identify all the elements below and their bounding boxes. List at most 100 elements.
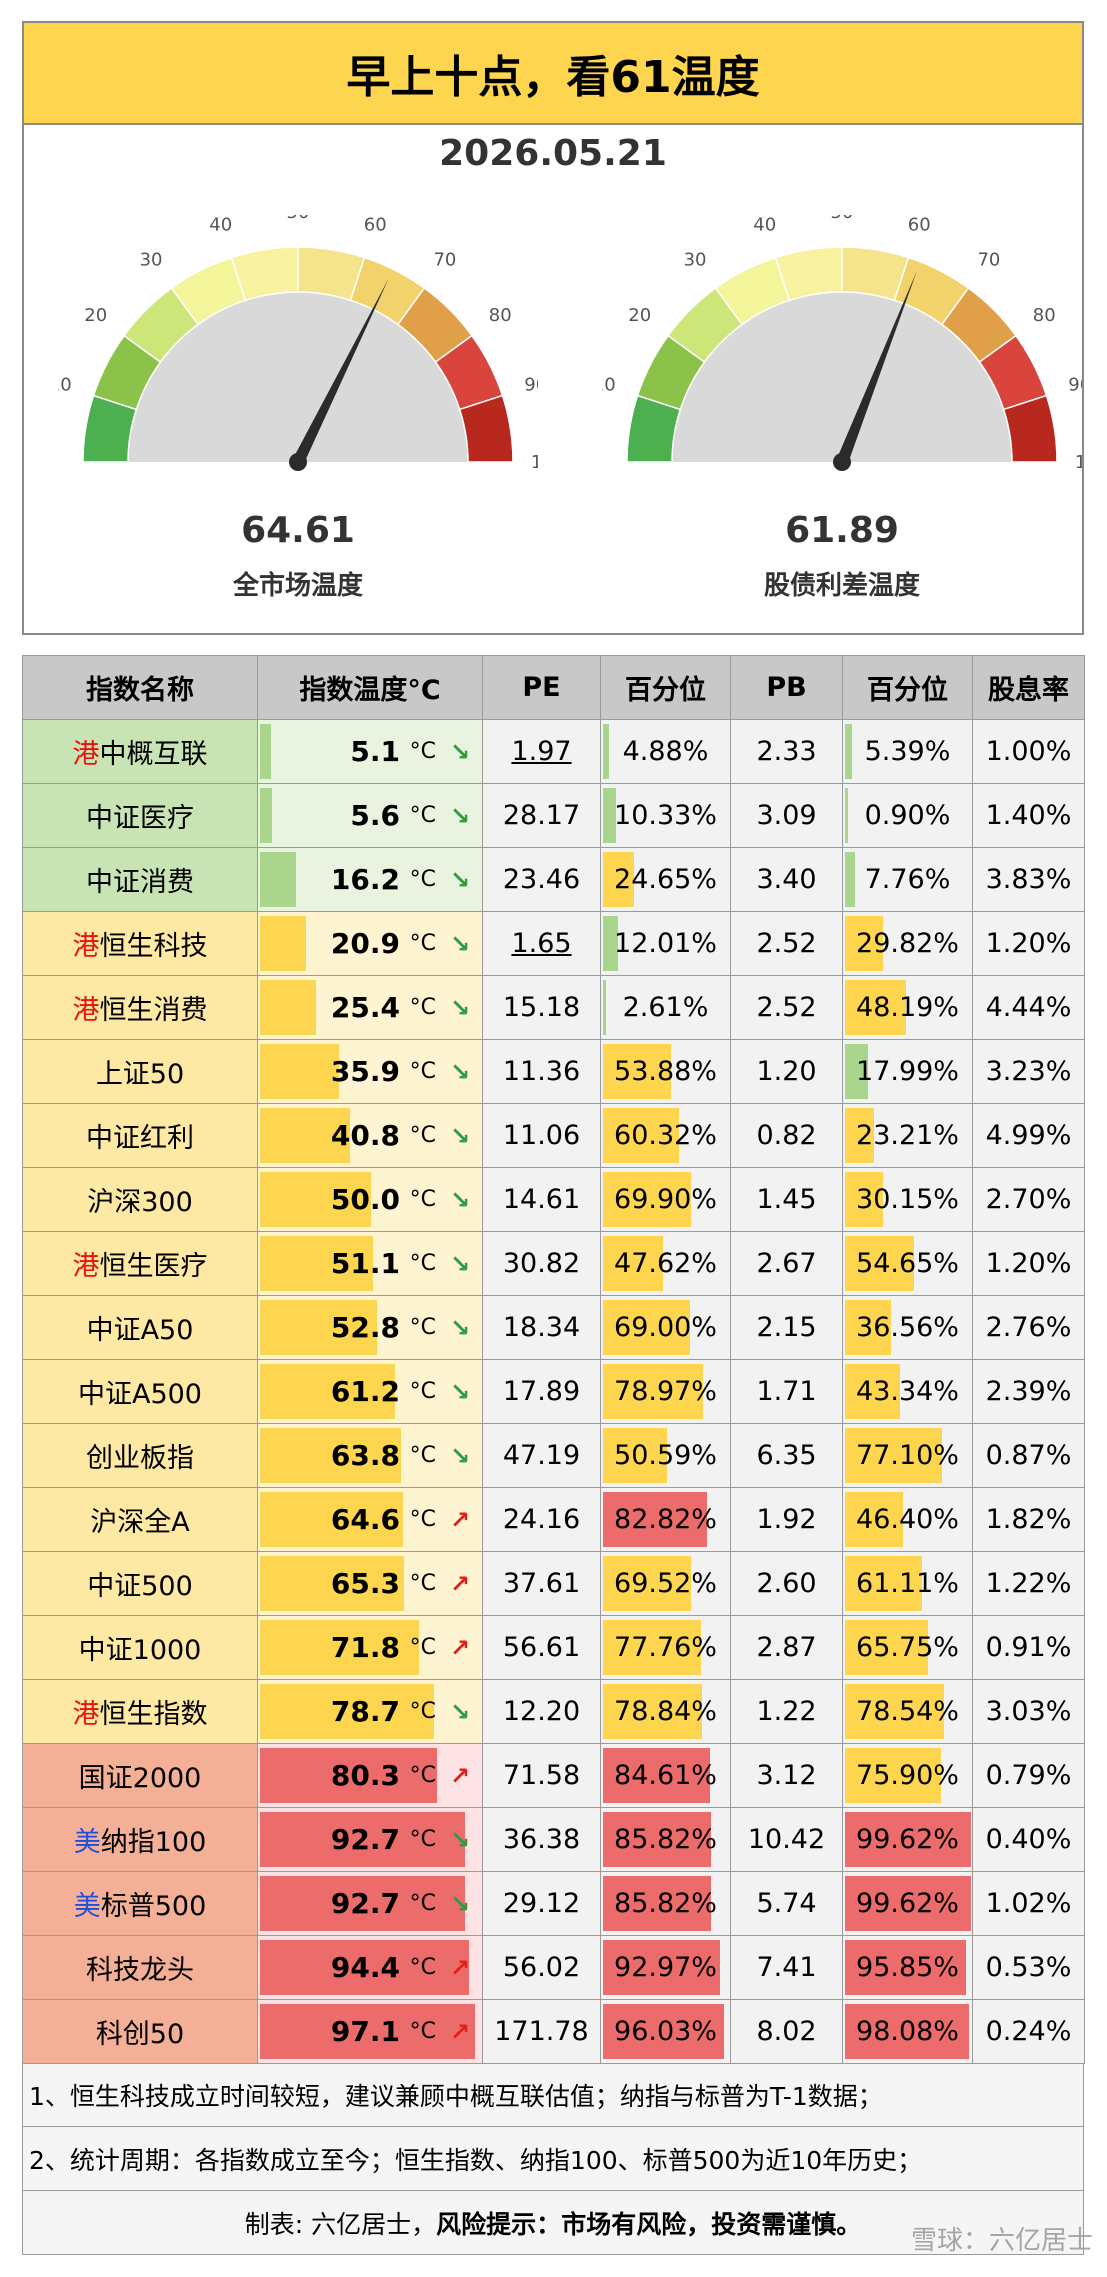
- pb-value: 0.82: [756, 1120, 817, 1151]
- trend-down-icon: ↘: [449, 1441, 470, 1470]
- pb-percentile-value: 0.90%: [864, 800, 951, 831]
- cell-pb: 2.52: [730, 975, 843, 1040]
- notes-section: 1、恒生科技成立时间较短，建议兼顾中概互联估值；纳指与标普为T-1数据； 2、统…: [22, 2063, 1084, 2255]
- trend-down-icon: ↘: [449, 929, 470, 958]
- cell-pb-percentile: 5.39%: [842, 719, 973, 784]
- pb-percentile-bar: [845, 1812, 971, 1867]
- pb-value: 1.20: [756, 1056, 817, 1087]
- market-prefix: 港: [72, 1699, 100, 1730]
- pe-percentile-bar: [603, 1940, 721, 1995]
- dividend-yield-value: 1.22%: [985, 1568, 1072, 1599]
- pb-percentile-bar: [845, 916, 883, 971]
- dividend-yield-value: 0.40%: [985, 1824, 1072, 1855]
- temperature-unit: °C: [409, 1699, 436, 1724]
- temperature-bar: [260, 916, 307, 971]
- cell-pb-percentile: 54.65%: [842, 1231, 973, 1296]
- dividend-yield-value: 0.91%: [985, 1632, 1072, 1663]
- pb-percentile-value: 5.39%: [864, 736, 951, 767]
- cell-pe-percentile: 69.52%: [600, 1551, 731, 1616]
- temperature-bar: [260, 1940, 469, 1995]
- cell-pb-percentile: 30.15%: [842, 1167, 973, 1232]
- dividend-yield-value: 3.03%: [985, 1696, 1072, 1727]
- pe-percentile-value: 77.76%: [614, 1632, 717, 1663]
- pb-value: 7.41: [756, 1952, 817, 1983]
- gauge-segment: [458, 394, 514, 463]
- cell-pe-percentile: 96.03%: [600, 1999, 731, 2064]
- table-row: 港恒生指数 78.7 °C ↘ 12.20 78.84% 1.22 78.54% 3.03%: [22, 1679, 1085, 1744]
- temperature-value: 65.3: [330, 1567, 400, 1600]
- temperature-unit: °C: [409, 1379, 436, 1404]
- index-name: 标普500: [100, 1891, 207, 1922]
- header-pb: PB: [730, 655, 843, 720]
- trend-up-icon: ↗: [449, 2017, 470, 2046]
- trend-down-icon: ↘: [449, 1121, 470, 1150]
- dividend-yield-value: 1.00%: [985, 736, 1072, 767]
- cell-pb: 3.40: [730, 847, 843, 912]
- cell-temperature: 5.1 °C ↘: [257, 719, 483, 784]
- cell-pe: 56.02: [482, 1935, 601, 2000]
- gauge-tick-label: 100: [531, 452, 538, 473]
- dividend-yield-value: 1.40%: [985, 800, 1072, 831]
- temperature-bar: [260, 2004, 475, 2059]
- header-dividend-yield: 股息率: [972, 655, 1085, 720]
- pe-percentile-value: 10.33%: [614, 800, 717, 831]
- pb-value: 3.40: [756, 864, 817, 895]
- pb-percentile-value: 7.76%: [864, 864, 951, 895]
- pb-value: 8.02: [756, 2016, 817, 2047]
- pb-value: 2.15: [756, 1312, 817, 1343]
- cell-dividend-yield: 0.40%: [972, 1807, 1085, 1872]
- pb-value: 3.12: [756, 1760, 817, 1791]
- pe-value: 29.12: [502, 1888, 581, 1919]
- cell-pb-percentile: 65.75%: [842, 1615, 973, 1680]
- header-pb-percentile: 百分位: [842, 655, 973, 720]
- gauge-needle-hub: [289, 453, 307, 471]
- header-pe: PE: [482, 655, 601, 720]
- cell-pe: 12.20: [482, 1679, 601, 1744]
- pe-percentile-value: 24.65%: [614, 864, 717, 895]
- cell-pe: 71.58: [482, 1743, 601, 1808]
- temperature-unit: °C: [409, 1763, 436, 1788]
- cell-pe: 1.65: [482, 911, 601, 976]
- footer-author: 制表: 六亿居士，: [244, 2209, 437, 2239]
- gauge-panel: 2026.05.21 0102030405060708090100 64.61 …: [22, 125, 1084, 635]
- pe-value: 24.16: [502, 1504, 581, 1535]
- table-row: 中证医疗 5.6 °C ↘ 28.17 10.33% 3.09 0.90% 1.40%: [22, 783, 1085, 848]
- temperature-unit: °C: [409, 1955, 436, 1980]
- gauge-face: [672, 292, 1012, 462]
- pe-percentile-value: 50.59%: [614, 1440, 717, 1471]
- temperature-unit: °C: [409, 1891, 436, 1916]
- pb-value: 1.45: [756, 1184, 817, 1215]
- gauge-tick-label: 70: [433, 250, 456, 271]
- temperature-bar: [260, 1492, 403, 1547]
- table-row: 港恒生科技 20.9 °C ↘ 1.65 12.01% 2.52 29.82% 1.20%: [22, 911, 1085, 976]
- table-row: 创业板指 63.8 °C ↘ 47.19 50.59% 6.35 77.10% 0.87%: [22, 1423, 1085, 1488]
- cell-pb-percentile: 43.34%: [842, 1359, 973, 1424]
- cell-pe-percentile: 78.84%: [600, 1679, 731, 1744]
- cell-temperature: 20.9 °C ↘: [257, 911, 483, 976]
- trend-down-icon: ↘: [449, 865, 470, 894]
- pb-value: 3.09: [756, 800, 817, 831]
- table-row: 沪深300 50.0 °C ↘ 14.61 69.90% 1.45 30.15% 2.70%: [22, 1167, 1085, 1232]
- index-name: 沪深全A: [90, 1507, 190, 1538]
- trend-down-icon: ↘: [449, 801, 470, 830]
- gauge-tick-label: 100: [1075, 452, 1082, 473]
- dividend-yield-value: 4.44%: [985, 992, 1072, 1023]
- pe-percentile-value: 85.82%: [614, 1824, 717, 1855]
- pb-percentile-value: 78.54%: [856, 1696, 959, 1727]
- index-name: 创业板指: [86, 1443, 194, 1474]
- cell-temperature: 94.4 °C ↗: [257, 1935, 483, 2000]
- pe-percentile-bar: [603, 1748, 710, 1803]
- temperature-unit: °C: [409, 803, 436, 828]
- pb-percentile-value: 23.21%: [856, 1120, 959, 1151]
- cell-temperature: 71.8 °C ↗: [257, 1615, 483, 1680]
- cell-dividend-yield: 1.22%: [972, 1551, 1085, 1616]
- pe-percentile-value: 84.61%: [614, 1760, 717, 1791]
- gauge-market-label: 全市场温度: [232, 571, 363, 601]
- cell-pb: 2.52: [730, 911, 843, 976]
- cell-temperature: 97.1 °C ↗: [257, 1999, 483, 2064]
- pe-value: 36.38: [502, 1824, 581, 1855]
- market-prefix: 美: [73, 1891, 101, 1922]
- temperature-unit: °C: [409, 1315, 436, 1340]
- index-name: 中证红利: [86, 1123, 194, 1154]
- trend-up-icon: ↗: [449, 1505, 470, 1534]
